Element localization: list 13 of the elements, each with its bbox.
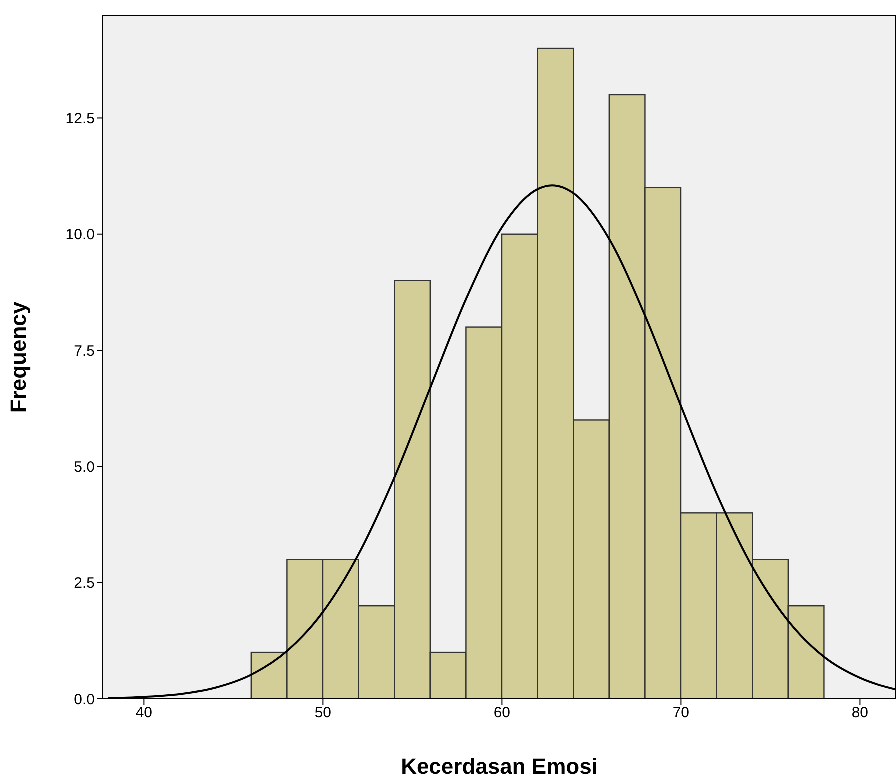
y-tick-label: 2.5 [74,575,95,592]
y-axis-title: Frequency [6,301,31,414]
y-tick-label: 5.0 [74,459,95,476]
x-tick-label: 70 [672,704,690,722]
x-axis-title: Kecerdasan Emosi [401,754,598,779]
x-tick-label: 60 [494,704,511,722]
y-tick-label: 10.0 [66,226,95,244]
y-tick-label: 12.5 [66,110,95,128]
y-tick-label: 0.0 [74,691,95,708]
x-tick-label: 50 [314,704,332,722]
x-tick-label: 80 [852,704,869,722]
y-tick-label: 7.5 [74,342,95,360]
x-tick-label: 40 [136,704,153,722]
